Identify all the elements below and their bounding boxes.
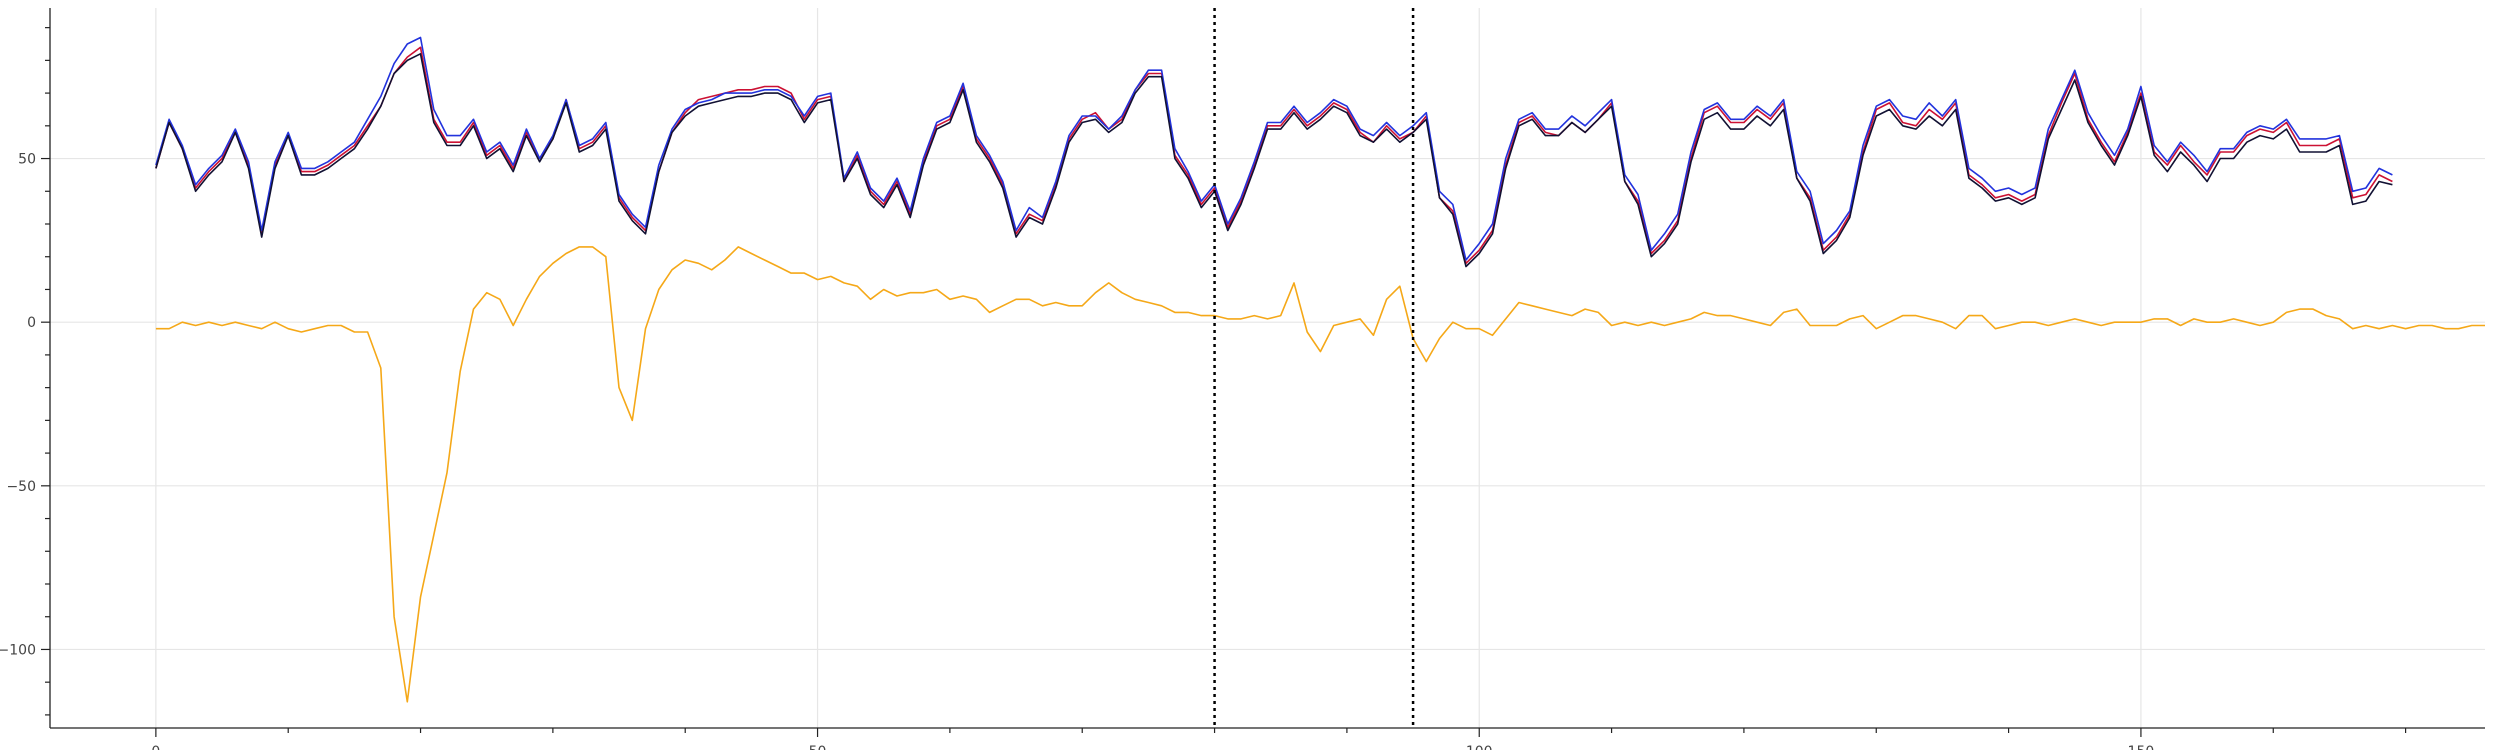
series-line-2 [155, 52, 2393, 268]
tick-labels: 0 50 100 150 −100 −50 0 50 [0, 152, 2154, 750]
grid-lines [50, 8, 2485, 728]
y-tick-label: −50 [6, 479, 36, 495]
series-line-1 [155, 36, 2393, 261]
x-tick-label: 50 [809, 744, 827, 750]
vertical-marker-lines [1213, 8, 1415, 728]
series-lines [155, 36, 2485, 703]
tick-marks [41, 27, 2407, 737]
y-tick-label: 0 [27, 315, 36, 331]
series-line-0 [155, 46, 2393, 265]
x-tick-label: 150 [2128, 744, 2155, 750]
axes [49, 8, 2485, 729]
y-tick-label: 50 [18, 152, 36, 168]
x-tick-label: 0 [151, 744, 160, 750]
series-line-3 [155, 246, 2485, 703]
x-tick-label: 100 [1466, 744, 1493, 750]
y-tick-label: −100 [0, 642, 36, 658]
